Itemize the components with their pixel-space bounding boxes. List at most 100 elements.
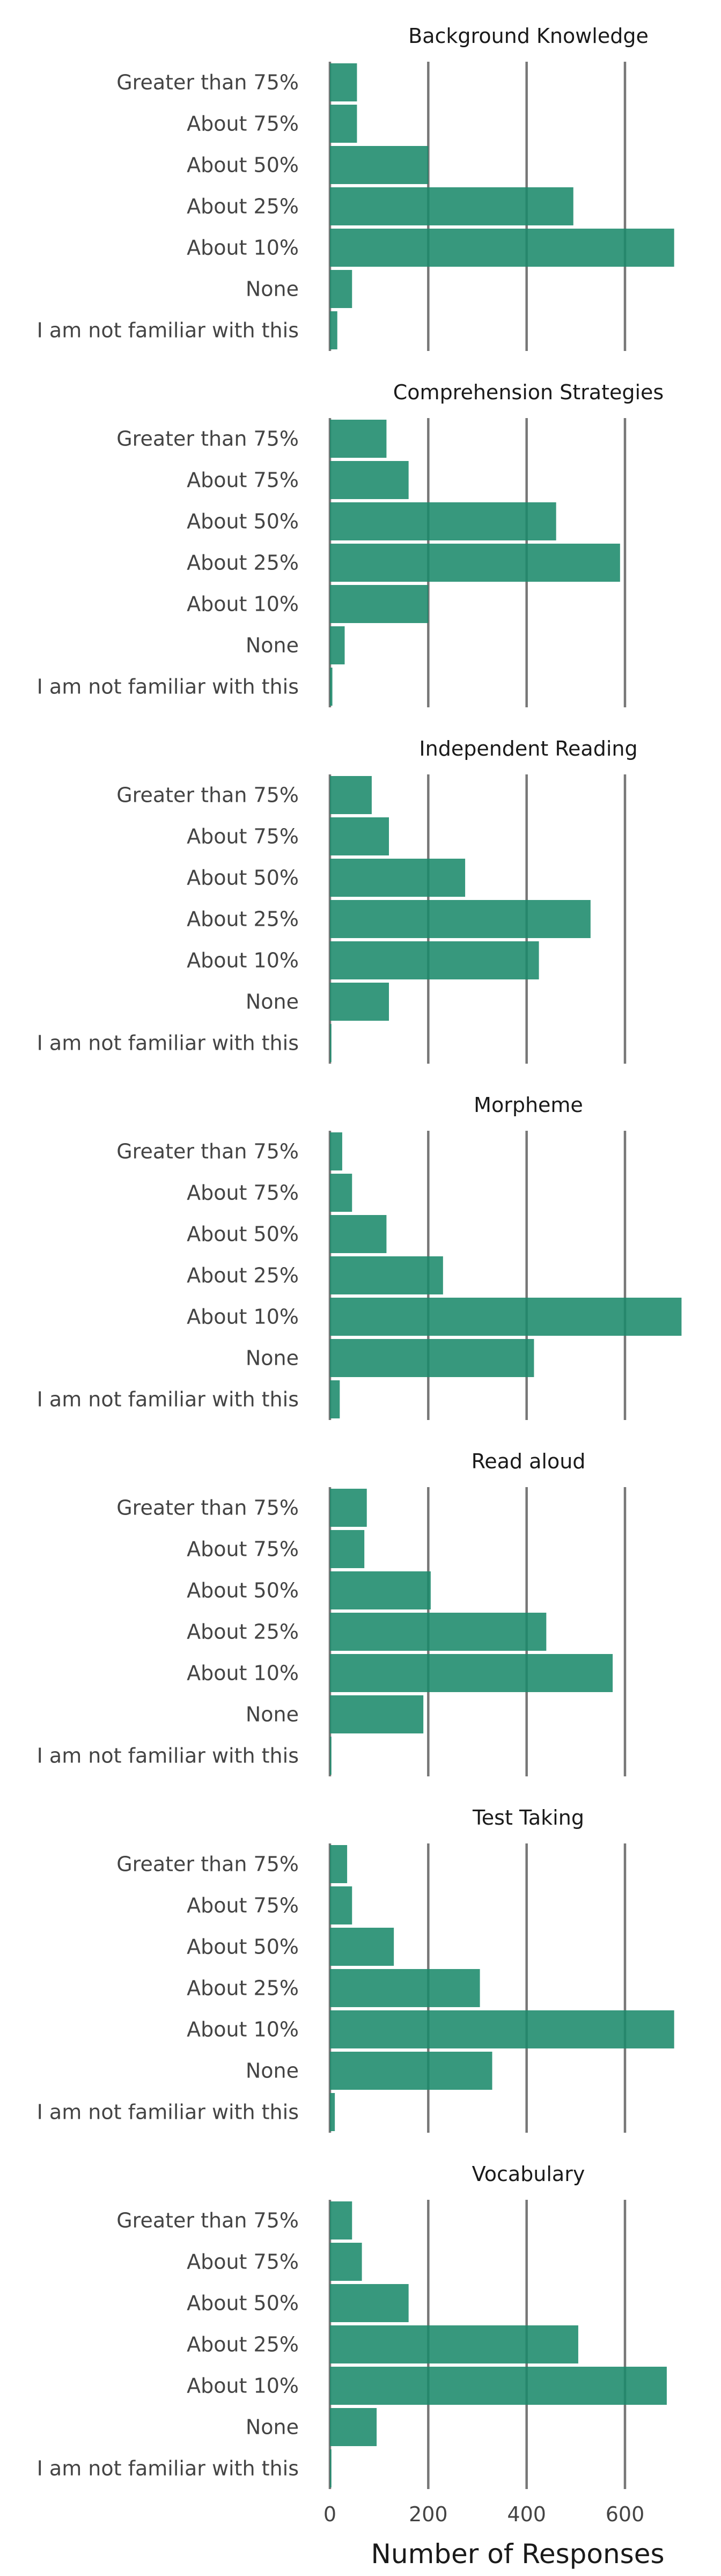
bar: [330, 105, 357, 143]
category-label: I am not familiar with this: [37, 2457, 299, 2480]
category-label: About 10%: [187, 1662, 299, 1685]
facet-panel: Independent Reading Greater than 75% About…: [37, 737, 638, 1064]
category-label: About 10%: [187, 2374, 299, 2398]
x-tick-label: 0: [323, 2502, 336, 2526]
bar: [330, 941, 539, 979]
facet-title: Vocabulary: [472, 2162, 585, 2186]
bar: [330, 2367, 667, 2405]
category-label: Greater than 75%: [116, 2209, 299, 2233]
category-label: None: [246, 1346, 299, 1370]
bar: [330, 187, 573, 225]
facet-panel: Comprehension Strategies Greater than 75%…: [37, 380, 664, 707]
facet-panel: Vocabulary Greater than 75% About 75% About…: [37, 2162, 667, 2489]
bar: [330, 1969, 480, 2007]
x-axis-title: Number of Responses: [371, 2538, 664, 2570]
category-label: About 75%: [187, 1894, 299, 1918]
bar: [330, 900, 591, 938]
bar: [330, 1215, 387, 1253]
facet-panel: Test Taking Greater than 75% About 75% Abou…: [37, 1806, 674, 2133]
bar: [330, 1024, 332, 1062]
bar: [330, 1845, 348, 1883]
category-label: About 25%: [187, 1977, 299, 2000]
bar: [330, 2284, 409, 2322]
category-label: I am not familiar with this: [37, 675, 299, 699]
bar: [330, 2449, 332, 2487]
category-label: Greater than 75%: [116, 784, 299, 807]
facet-title: Test Taking: [472, 1806, 584, 1829]
category-label: Greater than 75%: [116, 71, 299, 94]
bar: [330, 2243, 362, 2281]
bar: [330, 1654, 613, 1692]
category-label: I am not familiar with this: [37, 1744, 299, 1768]
bar: [330, 817, 389, 855]
bar: [330, 461, 409, 499]
bar: [330, 146, 429, 184]
category-label: About 25%: [187, 1264, 299, 1287]
facet-title: Read aloud: [472, 1450, 586, 1473]
bar: [330, 1380, 340, 1418]
bar: [330, 859, 466, 897]
facet-title: Morpheme: [474, 1093, 583, 1117]
category-label: Greater than 75%: [116, 1853, 299, 1876]
x-tick-label: 600: [606, 2502, 645, 2526]
bar: [330, 1174, 352, 1212]
category-label: About 10%: [187, 1305, 299, 1329]
category-label: About 25%: [187, 195, 299, 218]
category-label: About 75%: [187, 825, 299, 848]
bar: [330, 311, 337, 349]
category-label: About 25%: [187, 908, 299, 931]
category-label: About 50%: [187, 510, 299, 533]
bar: [330, 983, 389, 1021]
category-label: I am not familiar with this: [37, 1388, 299, 1411]
bar: [330, 1886, 352, 1924]
bar: [330, 544, 620, 582]
bar: [330, 776, 372, 814]
category-label: None: [246, 2059, 299, 2083]
category-label: About 25%: [187, 2333, 299, 2357]
facet-panel: Background Knowledge Greater than 75% Abou…: [37, 24, 674, 351]
category-label: None: [246, 1703, 299, 1726]
category-label: None: [246, 277, 299, 301]
bar: [330, 2052, 492, 2090]
bar: [330, 1571, 431, 1609]
category-label: About 25%: [187, 1620, 299, 1644]
x-tick-label: 200: [409, 2502, 448, 2526]
bar: [330, 1928, 394, 1966]
category-label: About 50%: [187, 866, 299, 890]
bar: [330, 626, 345, 664]
bar: [330, 229, 674, 267]
facet-title: Background Knowledge: [408, 24, 649, 48]
category-label: Greater than 75%: [116, 427, 299, 451]
category-label: About 75%: [187, 112, 299, 136]
category-label: About 75%: [187, 2250, 299, 2274]
bar: [330, 2010, 674, 2048]
category-label: About 10%: [187, 949, 299, 972]
category-label: None: [246, 634, 299, 657]
facet-panel: Morpheme Greater than 75% About 75% About 5…: [37, 1093, 682, 1420]
bar: [330, 2093, 335, 2131]
category-label: None: [246, 990, 299, 1014]
category-label: Greater than 75%: [116, 1140, 299, 1163]
bar: [330, 1613, 547, 1651]
facet-title: Independent Reading: [419, 737, 637, 760]
bar: [330, 1298, 682, 1336]
bar: [330, 2408, 377, 2446]
category-label: Greater than 75%: [116, 1496, 299, 1520]
bar: [330, 270, 352, 308]
bar: [330, 2201, 352, 2240]
category-label: About 10%: [187, 2018, 299, 2041]
category-label: About 10%: [187, 592, 299, 616]
bar: [330, 585, 429, 623]
facet-panel: Read aloud Greater than 75% About 75% About…: [37, 1450, 627, 1776]
category-label: About 50%: [187, 1223, 299, 1246]
bar: [330, 1132, 342, 1170]
bar: [330, 2325, 578, 2363]
category-label: About 50%: [187, 1579, 299, 1602]
category-label: I am not familiar with this: [37, 319, 299, 342]
bar: [330, 63, 357, 101]
bar: [330, 420, 387, 458]
facet-title: Comprehension Strategies: [393, 380, 664, 404]
category-label: I am not familiar with this: [37, 1031, 299, 1055]
bar: [330, 1339, 534, 1377]
